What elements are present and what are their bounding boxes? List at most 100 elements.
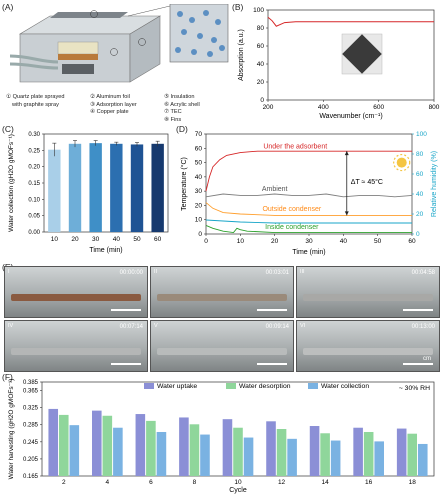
y2-tick-label: 0 (416, 231, 420, 238)
panel-label-d: (D) (176, 124, 188, 134)
x-tick-label: 50 (374, 238, 382, 245)
x-tick-label: 20 (271, 238, 279, 245)
bar-cycle-2 (48, 408, 59, 476)
sun-rays-icon (393, 153, 411, 172)
y-tick-label: 0.285 (23, 423, 39, 429)
photo-frame-vi: VI 00:13:00 cm (296, 320, 440, 372)
tube-2 (10, 62, 59, 70)
side-shell (129, 15, 161, 83)
bar-cycle-4 (102, 415, 113, 476)
y-tick-label: 0.325 (23, 406, 39, 412)
x-tick-label: 16 (365, 479, 373, 486)
y2-tick-label: 100 (416, 131, 427, 138)
y-tick-label: 0.20 (28, 165, 40, 171)
x-tick-label: 50 (133, 236, 141, 243)
photo-frame-i: I 00:00:00 (4, 266, 148, 318)
y-tick-label: 20 (257, 79, 265, 86)
bar-cycle-8 (200, 434, 210, 476)
bar-cycle-10 (233, 427, 243, 476)
photo-time: 00:04:58 (411, 270, 435, 276)
copper-plate (58, 54, 98, 60)
bar-cycle-12 (266, 421, 276, 476)
legend-copper: ④ Copper plate (90, 109, 129, 115)
y-tick-label: 20 (195, 202, 203, 209)
x-axis-label: Cycle (229, 487, 247, 494)
legend-empty-2 (6, 117, 90, 125)
series-line (205, 193, 413, 198)
bar-30-min (89, 143, 102, 232)
marker-7 (110, 48, 118, 56)
adsorbent-film (303, 348, 433, 355)
y-tick-label: 0.245 (23, 440, 39, 446)
bar-cycle-16 (353, 427, 363, 476)
scale-bar (257, 309, 287, 311)
adsorption-layer (57, 41, 99, 55)
bar-cycle-12 (276, 429, 287, 476)
legend-quartz-cont: with graphite spray (12, 101, 59, 108)
bar-50-min (130, 144, 144, 232)
y-tick-label: 0.205 (23, 457, 39, 463)
bar-cycle-10 (243, 437, 254, 476)
y-axis-label: Temperature (°C) (180, 157, 188, 211)
y2-axis-label: Relative humidity (%) (431, 151, 438, 217)
x-tick-label: 60 (154, 236, 162, 243)
photo-time: 00:00:00 (119, 270, 143, 276)
bar-cycle-4 (113, 427, 123, 476)
y-tick-label: 0.30 (28, 132, 40, 138)
bar-cycle-8 (189, 424, 200, 476)
legend-quartz: ① Quartz plate sprayed (6, 94, 65, 100)
y-tick-label: 0.15 (28, 181, 40, 187)
chart-water-collection: 0.00 0.05 0.10 0.15 0.20 0.25 0.30 10 20 30 40 50 60… (8, 132, 169, 254)
y-tick-label: 50 (195, 160, 203, 167)
legend-swatch (308, 383, 318, 389)
y-tick-label: 0 (198, 231, 202, 238)
adsorbent-film (11, 348, 141, 355)
scale-bar (257, 363, 287, 365)
x-tick-label: 60 (408, 238, 416, 245)
label-ambient: Ambient (262, 186, 288, 193)
adsorbent-film (157, 348, 287, 355)
x-tick-label: 10 (234, 479, 242, 486)
photo-grid: I 00:00:00 II 00:03:01 III 00:04:58 IV 00:07:14… (4, 266, 440, 372)
y-tick-label: 0.385 (23, 380, 39, 386)
y-tick-label: 0.00 (28, 230, 40, 236)
mof-crystals (175, 10, 225, 57)
schematic-legend: ① Quartz plate sprayed ② Aluminum foil ⑤… (6, 94, 230, 124)
adsorbent-film (11, 294, 141, 301)
bar-40-min (110, 143, 123, 232)
bar-cycle-18 (396, 428, 407, 476)
scale-bar (111, 363, 141, 365)
delta-arrow-tail (344, 211, 349, 216)
series-line (205, 202, 412, 216)
legend-row-2: with graphite spray ③ Adsorption layer ⑥… (6, 102, 230, 110)
inset-pointer (127, 5, 171, 17)
x-tick-label: 20 (71, 236, 79, 243)
x-tick-label: 0 (204, 238, 208, 245)
scale-label: cm (423, 356, 431, 362)
y2-tick-label: 60 (416, 171, 424, 178)
plot-frame (43, 133, 169, 233)
bar-cycle-14 (330, 440, 341, 476)
scale-bar (403, 309, 433, 311)
adsorbent-film (303, 294, 433, 301)
photo-tag: I (8, 269, 10, 275)
fins (62, 64, 94, 74)
legend-insulation: ⑤ Insulation (164, 94, 195, 100)
sun-icon (396, 157, 407, 168)
bar-cycle-18 (417, 443, 428, 476)
legend-swatch (144, 383, 154, 389)
legend-fins: ⑧ Fins (164, 116, 182, 123)
legend-row-3: ④ Copper plate ⑦ TEC (6, 109, 230, 117)
photo-time: 00:13:00 (411, 324, 435, 330)
marker-6 (138, 38, 146, 46)
x-tick-label: 40 (340, 238, 348, 245)
bar-cycle-6 (146, 420, 156, 476)
absorption-line (267, 16, 434, 27)
plot-frame (267, 9, 435, 101)
panel-label-c: (C) (2, 124, 14, 134)
x-tick-label: 30 (92, 236, 100, 243)
series-line (205, 219, 412, 224)
adsorbent-film (157, 294, 287, 301)
y-axis-label: Water harvesting (gH2O gMOFs⁻¹) (8, 379, 15, 480)
bar-10-min (48, 149, 61, 232)
